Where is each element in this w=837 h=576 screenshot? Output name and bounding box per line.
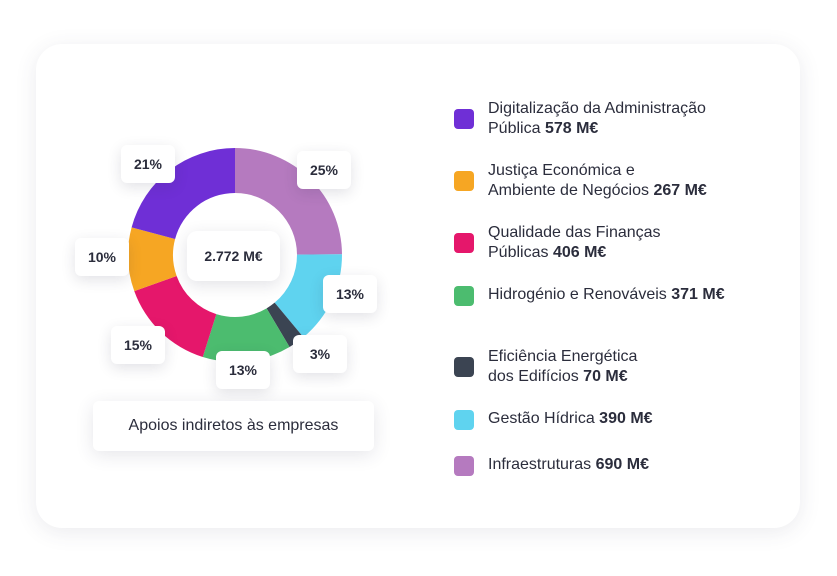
percent-label: 13% xyxy=(216,351,270,389)
legend-name: Hidrogénio e Renováveis xyxy=(488,286,667,303)
legend-name: Eficiência Energética xyxy=(488,348,638,365)
percent-label: 13% xyxy=(323,275,377,313)
legend-swatch xyxy=(454,109,474,129)
legend-amount: 70 M€ xyxy=(583,368,628,385)
legend-label: Gestão Hídrica 390 M€ xyxy=(488,409,778,429)
legend-swatch xyxy=(454,357,474,377)
percent-label: 25% xyxy=(297,151,351,189)
donut-slice xyxy=(128,227,177,292)
legend-amount: 267 M€ xyxy=(653,182,707,199)
legend-swatch xyxy=(454,286,474,306)
legend-name: Digitalização da Administração xyxy=(488,100,706,117)
legend-name-cont: Pública xyxy=(488,120,541,137)
legend-name-cont: dos Edifícios xyxy=(488,368,579,385)
legend-label: Justiça Económica e Ambiente de Negócios … xyxy=(488,161,778,201)
legend-name: Justiça Económica e xyxy=(488,162,635,179)
percent-label: 15% xyxy=(111,326,165,364)
legend-name: Infraestruturas xyxy=(488,456,592,473)
legend-swatch xyxy=(454,171,474,191)
legend-label: Qualidade das Finanças Públicas 406 M€ xyxy=(488,223,778,263)
legend-swatch xyxy=(454,233,474,253)
legend-label: Digitalização da Administração Pública 57… xyxy=(488,99,778,139)
legend-amount: 371 M€ xyxy=(671,286,725,303)
legend-amount: 390 M€ xyxy=(599,410,653,427)
donut-slice xyxy=(235,148,342,255)
donut-slice xyxy=(131,148,235,240)
legend-name-cont: Ambiente de Negócios xyxy=(488,182,649,199)
center-total-label: 2.772 M€ xyxy=(187,231,280,281)
legend-amount: 690 M€ xyxy=(595,456,649,473)
legend-name-cont: Públicas xyxy=(488,244,549,261)
legend-amount: 578 M€ xyxy=(544,120,599,137)
donut-slice xyxy=(134,275,217,358)
percent-label: 21% xyxy=(121,145,175,183)
legend-swatch xyxy=(454,456,474,476)
legend-amount: 406 M€ xyxy=(552,244,607,261)
percent-label: 10% xyxy=(75,238,129,276)
legend-name: Gestão Hídrica xyxy=(488,410,595,427)
chart-caption: Apoios indiretos às empresas xyxy=(93,401,374,451)
legend-label: Eficiência Energética dos Edifícios 70 M€ xyxy=(488,347,778,387)
percent-label: 3% xyxy=(293,335,347,373)
donut-slice xyxy=(202,308,290,363)
legend-swatch xyxy=(454,410,474,430)
legend-name: Qualidade das Finanças xyxy=(488,224,661,241)
legend-label: Infraestruturas 690 M€ xyxy=(488,455,778,475)
legend-label: Hidrogénio e Renováveis 371 M€ xyxy=(488,285,778,305)
